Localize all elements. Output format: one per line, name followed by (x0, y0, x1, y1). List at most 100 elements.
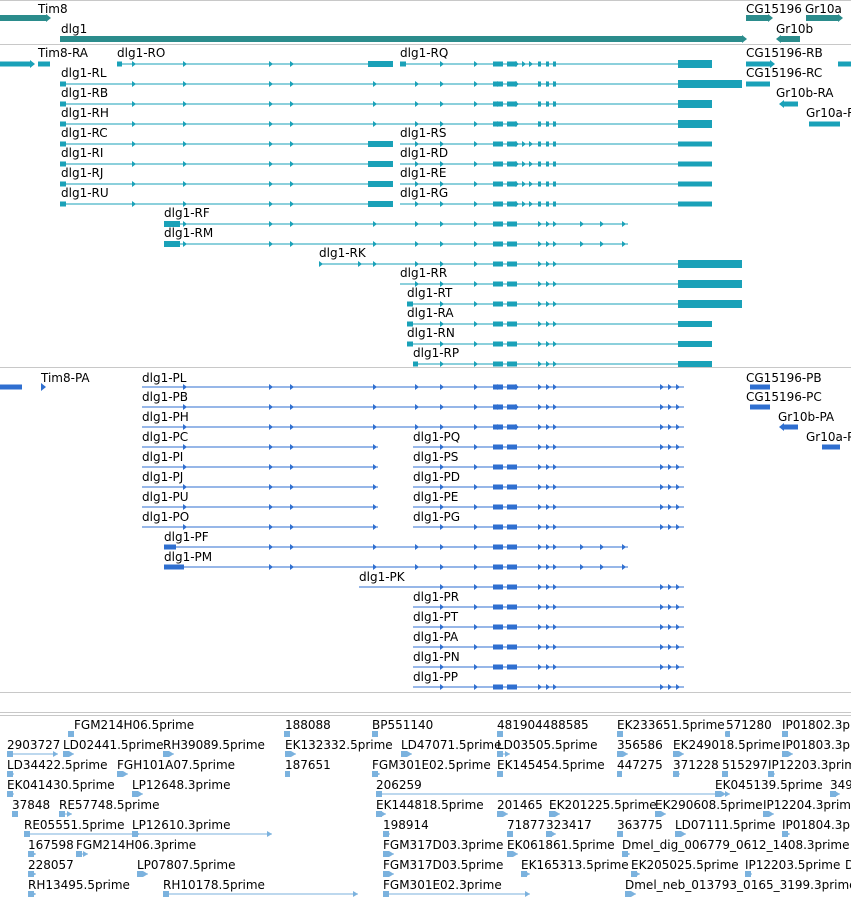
transcript-label[interactable]: dlg1-RJ (61, 166, 104, 180)
dlg1-pa-arrow[interactable] (474, 644, 478, 650)
est-label[interactable]: 363775 (617, 818, 663, 832)
dlg1-rf-arrow[interactable] (622, 221, 626, 227)
protein-label[interactable]: dlg1-PP (413, 670, 459, 684)
est-label[interactable]: EK061861.5prime (507, 838, 615, 852)
dlg1-rf-arrow[interactable] (546, 221, 550, 227)
dlg1-pl-arrow[interactable] (497, 384, 501, 390)
dlg1-rc-arrow[interactable] (132, 141, 136, 147)
dlg1-pq-arrow[interactable] (668, 444, 672, 450)
protein-label[interactable]: dlg1-PN (413, 650, 460, 664)
est-feature-arrow[interactable] (389, 871, 394, 877)
est-label[interactable]: 356586 (617, 738, 663, 752)
dlg1-ps-arrow[interactable] (553, 464, 557, 470)
est-feature-exon[interactable] (497, 751, 503, 757)
dlg1-rm-arrow[interactable] (538, 241, 542, 247)
est-label[interactable]: RH39089.5prime (163, 738, 265, 752)
dlg1-pf-exon[interactable] (164, 544, 176, 550)
dlg1-rj-arrow[interactable] (290, 181, 294, 187)
est-label[interactable]: LP12610.3prime (132, 818, 231, 832)
transcript-label[interactable]: dlg1-RD (400, 146, 449, 160)
dlg1-pk-arrow[interactable] (676, 584, 680, 590)
dlg1-rr-arrow[interactable] (440, 281, 444, 287)
dlg1-pq-exon[interactable] (507, 444, 517, 450)
dlg1-rk-arrow[interactable] (415, 261, 419, 267)
dlg1-rd-exon[interactable] (553, 161, 556, 167)
dlg1-ph-arrow[interactable] (515, 424, 519, 430)
est-label[interactable]: IP12203.5prime (745, 858, 841, 872)
dlg1-re-exon[interactable] (678, 181, 712, 187)
dlg1-pq-arrow[interactable] (676, 444, 680, 450)
est-feature-exon[interactable] (521, 871, 527, 877)
dlg1-rb-arrow[interactable] (373, 101, 377, 107)
est-feature-arrow[interactable] (725, 791, 730, 797)
transcript-label[interactable]: dlg1-RS (400, 126, 447, 140)
est-label[interactable]: 447275 (617, 758, 663, 772)
dlg1-pl-arrow[interactable] (546, 384, 550, 390)
est-label[interactable]: 206259 (376, 778, 422, 792)
dlg1-pb-arrow[interactable] (538, 404, 542, 410)
dlg1-rq-arrow[interactable] (474, 61, 478, 67)
transcript-label[interactable]: dlg1-RK (319, 246, 366, 260)
dlg1-ph-arrow[interactable] (660, 424, 664, 430)
protein-label[interactable]: Tim8-PA (41, 371, 90, 385)
dlg1-ps-exon[interactable] (493, 464, 503, 470)
dlg1-rh-arrow[interactable] (474, 121, 478, 127)
dlg1-rp-exon[interactable] (493, 361, 503, 367)
dlg1-pe-exon[interactable] (507, 504, 517, 510)
est-feature-arrow[interactable] (83, 851, 88, 857)
dlg1-pm-arrow[interactable] (600, 564, 604, 570)
dlg1-rf-exon[interactable] (164, 221, 180, 227)
dlg1-rf-arrow[interactable] (183, 221, 187, 227)
dlg1-rp-arrow[interactable] (538, 361, 542, 367)
dlg1-pb-arrow[interactable] (373, 404, 377, 410)
est-feature-exon[interactable] (285, 751, 291, 757)
tim8-gene-arrow[interactable] (46, 14, 51, 22)
dlg1-pd-exon[interactable] (507, 484, 517, 490)
est-feature-arrow[interactable] (169, 751, 174, 757)
dlg1-pd-arrow[interactable] (668, 484, 672, 490)
est-feature-exon[interactable] (376, 791, 382, 797)
dlg1-pg-arrow[interactable] (538, 524, 542, 530)
est-label[interactable]: FGM317D03.3prime (383, 838, 504, 852)
dlg1-gene-bar[interactable] (60, 36, 742, 42)
tim8-gene-bar[interactable] (0, 15, 46, 21)
gene-label[interactable]: Tim8 (38, 2, 68, 16)
est-feature-exon[interactable] (132, 791, 138, 797)
dlg1-pb-arrow[interactable] (183, 404, 187, 410)
est-feature-arrow[interactable] (835, 791, 840, 797)
dlg1-rj-arrow[interactable] (132, 181, 136, 187)
est-feature-arrow[interactable] (725, 731, 730, 737)
dlg1-pl-arrow[interactable] (515, 384, 519, 390)
dlg1-rd-arrow[interactable] (515, 161, 519, 167)
dlg1-rs-exon[interactable] (538, 141, 541, 147)
dlg1-ro-exon[interactable] (117, 61, 122, 67)
dlg1-rf-arrow[interactable] (415, 221, 419, 227)
est-label[interactable]: EK145454.5prime (497, 758, 605, 772)
dlg1-rr-arrow[interactable] (538, 281, 542, 287)
dlg1-re-arrow[interactable] (515, 181, 519, 187)
tim8-ra-bar2[interactable] (38, 61, 50, 67)
dlg1-rj-arrow[interactable] (373, 181, 377, 187)
dlg1-ps-arrow[interactable] (538, 464, 542, 470)
est-label[interactable]: 198914 (383, 818, 429, 832)
dlg1-pa-exon[interactable] (507, 644, 517, 650)
est-feature-arrow[interactable] (661, 811, 666, 817)
est-label[interactable]: EK290608.5prime (655, 798, 763, 812)
dlg1-rn-arrow[interactable] (538, 341, 542, 347)
dlg1-pp-exon[interactable] (507, 684, 517, 690)
dlg1-pa-arrow[interactable] (660, 644, 664, 650)
est-label[interactable]: 201465 (497, 798, 543, 812)
dlg1-pb-arrow[interactable] (497, 404, 501, 410)
dlg1-ps-arrow[interactable] (546, 464, 550, 470)
dlg1-pn-arrow[interactable] (440, 664, 444, 670)
est-label[interactable]: IP01804.3p (782, 818, 851, 832)
dlg1-ph-arrow[interactable] (290, 424, 294, 430)
dlg1-pa-arrow[interactable] (668, 644, 672, 650)
protein-label[interactable]: dlg1-PT (413, 610, 459, 624)
dlg1-rt-arrow[interactable] (440, 301, 444, 307)
dlg1-rd-exon[interactable] (493, 161, 503, 167)
dlg1-pu-arrow[interactable] (290, 504, 294, 510)
dlg1-rf-arrow[interactable] (600, 221, 604, 227)
dlg1-rh-arrow[interactable] (538, 121, 542, 127)
dlg1-rb-arrow[interactable] (546, 101, 550, 107)
